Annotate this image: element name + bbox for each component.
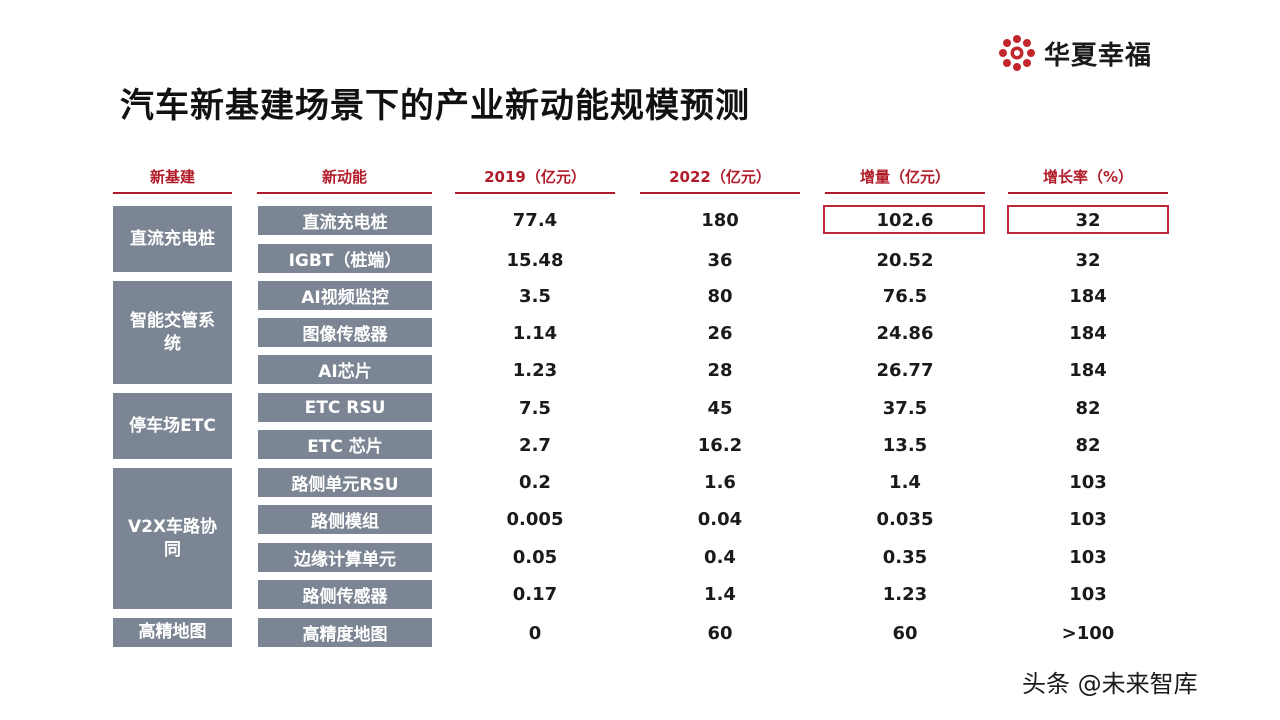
- momentum-item: 路侧传感器: [258, 580, 432, 609]
- value-growth: 32: [1075, 210, 1101, 231]
- value-2019: 0.005: [506, 509, 564, 530]
- momentum-item: 路侧模组: [258, 505, 432, 534]
- momentum-item: AI视频监控: [258, 281, 432, 310]
- momentum-item: 图像传感器: [258, 318, 432, 347]
- momentum-item: 直流充电桩: [258, 206, 432, 235]
- header-infra: 新基建: [113, 166, 232, 194]
- value-growth: 103: [1069, 509, 1107, 530]
- value-2022: 26: [707, 323, 733, 344]
- value-2019: 1.14: [512, 323, 558, 344]
- value-growth: 184: [1069, 323, 1107, 344]
- logo-name: 华夏幸福: [1044, 40, 1153, 71]
- value-increase: 60: [892, 623, 918, 644]
- value-2019: 0: [528, 623, 542, 644]
- group-parking-etc: 停车场ETC: [113, 393, 232, 459]
- value-increase: 0.035: [876, 509, 934, 530]
- value-2019: 77.4: [512, 210, 558, 231]
- value-increase: 102.6: [876, 210, 934, 231]
- value-2022: 80: [707, 286, 733, 307]
- value-growth: 103: [1069, 547, 1107, 568]
- header-2019: 2019（亿元）: [455, 166, 615, 194]
- momentum-item: IGBT（桩端）: [258, 244, 432, 273]
- value-2022: 1.4: [704, 584, 736, 605]
- header-momentum: 新动能: [257, 166, 432, 194]
- header-increase: 增量（亿元）: [825, 166, 985, 194]
- value-2019: 15.48: [506, 250, 564, 271]
- value-increase: 1.4: [889, 472, 921, 493]
- value-growth: 184: [1069, 286, 1107, 307]
- value-2022: 16.2: [697, 435, 743, 456]
- value-2019: 7.5: [519, 398, 551, 419]
- value-growth: 82: [1075, 398, 1101, 419]
- momentum-item: 路侧单元RSU: [258, 468, 432, 497]
- value-2022: 0.4: [704, 547, 736, 568]
- value-increase: 24.86: [876, 323, 934, 344]
- value-growth: 184: [1069, 360, 1107, 381]
- highlight-box-increase: [823, 205, 985, 234]
- value-increase: 13.5: [882, 435, 928, 456]
- brand-logo: 华夏幸福: [998, 34, 1152, 72]
- group-smart-traffic: 智能交管系统: [113, 281, 232, 384]
- momentum-item: ETC 芯片: [258, 430, 432, 459]
- value-2022: 60: [707, 623, 733, 644]
- momentum-item: 边缘计算单元: [258, 543, 432, 572]
- value-2019: 2.7: [519, 435, 551, 456]
- group-v2x: V2X车路协同: [113, 468, 232, 609]
- group-dc-charging: 直流充电桩: [113, 206, 232, 272]
- value-2022: 0.04: [697, 509, 743, 530]
- value-2019: 3.5: [519, 286, 551, 307]
- value-2019: 0.2: [519, 472, 551, 493]
- momentum-item: 高精度地图: [258, 618, 432, 647]
- value-growth: 103: [1069, 584, 1107, 605]
- header-2022: 2022（亿元）: [640, 166, 800, 194]
- header-growth: 增长率（%）: [1008, 166, 1168, 194]
- momentum-item: AI芯片: [258, 355, 432, 384]
- value-2019: 1.23: [512, 360, 558, 381]
- value-2022: 1.6: [704, 472, 736, 493]
- value-growth: 103: [1069, 472, 1107, 493]
- value-increase: 0.35: [882, 547, 928, 568]
- value-2022: 36: [707, 250, 733, 271]
- group-hd-map: 高精地图: [113, 618, 232, 647]
- highlight-box-growth: [1007, 205, 1169, 234]
- value-increase: 26.77: [876, 360, 934, 381]
- value-increase: 37.5: [882, 398, 928, 419]
- momentum-item: ETC RSU: [258, 393, 432, 422]
- value-increase: 76.5: [882, 286, 928, 307]
- value-2019: 0.05: [512, 547, 558, 568]
- value-increase: 20.52: [876, 250, 934, 271]
- value-2022: 45: [707, 398, 733, 419]
- value-2022: 28: [707, 360, 733, 381]
- page-title: 汽车新基建场景下的产业新动能规模预测: [120, 86, 750, 126]
- value-growth: >100: [1061, 623, 1115, 644]
- value-2022: 180: [701, 210, 739, 231]
- flower-logo-icon: [999, 35, 1035, 71]
- value-growth: 32: [1075, 250, 1101, 271]
- value-2019: 0.17: [512, 584, 558, 605]
- value-increase: 1.23: [882, 584, 928, 605]
- source-watermark: 头条 @未来智库: [1022, 670, 1198, 698]
- value-growth: 82: [1075, 435, 1101, 456]
